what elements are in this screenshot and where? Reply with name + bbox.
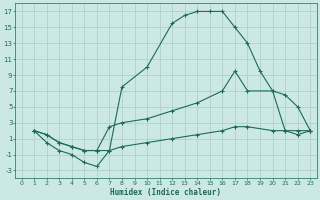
X-axis label: Humidex (Indice chaleur): Humidex (Indice chaleur) — [110, 188, 221, 197]
